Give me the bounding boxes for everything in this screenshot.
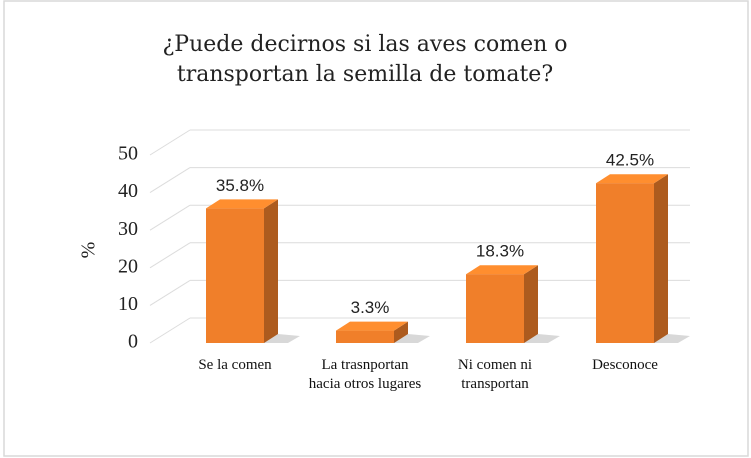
grid-line bbox=[149, 129, 191, 156]
y-tick-label: 30 bbox=[118, 218, 138, 240]
bar-side bbox=[654, 174, 668, 343]
data-label: 3.3% bbox=[351, 298, 390, 317]
bar bbox=[596, 183, 654, 343]
x-tick-label: Desconoce bbox=[592, 357, 658, 373]
chart-title: ¿Puede decirnos si las aves comen o tran… bbox=[162, 32, 568, 87]
y-axis-label: % bbox=[78, 242, 100, 259]
bar bbox=[466, 274, 524, 343]
x-tick-label: Ni comen ni transportan bbox=[457, 357, 533, 392]
grid-line bbox=[149, 279, 191, 306]
data-label: 42.5% bbox=[606, 151, 654, 170]
bar bbox=[336, 330, 394, 343]
grid-line bbox=[149, 242, 191, 269]
bar bbox=[206, 208, 264, 343]
bar-top bbox=[596, 174, 668, 184]
y-tick-label: 10 bbox=[118, 293, 138, 315]
bar-side bbox=[524, 265, 538, 343]
bar-top bbox=[206, 199, 278, 209]
data-label: 18.3% bbox=[476, 242, 524, 261]
y-tick-label: 50 bbox=[118, 143, 138, 165]
grid-line bbox=[149, 204, 191, 231]
x-tick-label: Se la comen bbox=[198, 357, 272, 373]
x-tick-label: La trasnportan hacia otros lugares bbox=[308, 357, 422, 392]
bar-top bbox=[336, 321, 408, 331]
frame bbox=[3, 0, 749, 457]
bar-top bbox=[466, 265, 538, 275]
y-tick-label: 20 bbox=[118, 255, 138, 277]
data-label: 35.8% bbox=[216, 176, 264, 195]
y-tick-label: 40 bbox=[118, 180, 138, 202]
grid-line bbox=[149, 167, 191, 194]
grid-line bbox=[149, 317, 191, 344]
bar-side bbox=[394, 321, 408, 343]
y-tick-label: 0 bbox=[128, 331, 138, 353]
bar-side bbox=[264, 199, 278, 343]
